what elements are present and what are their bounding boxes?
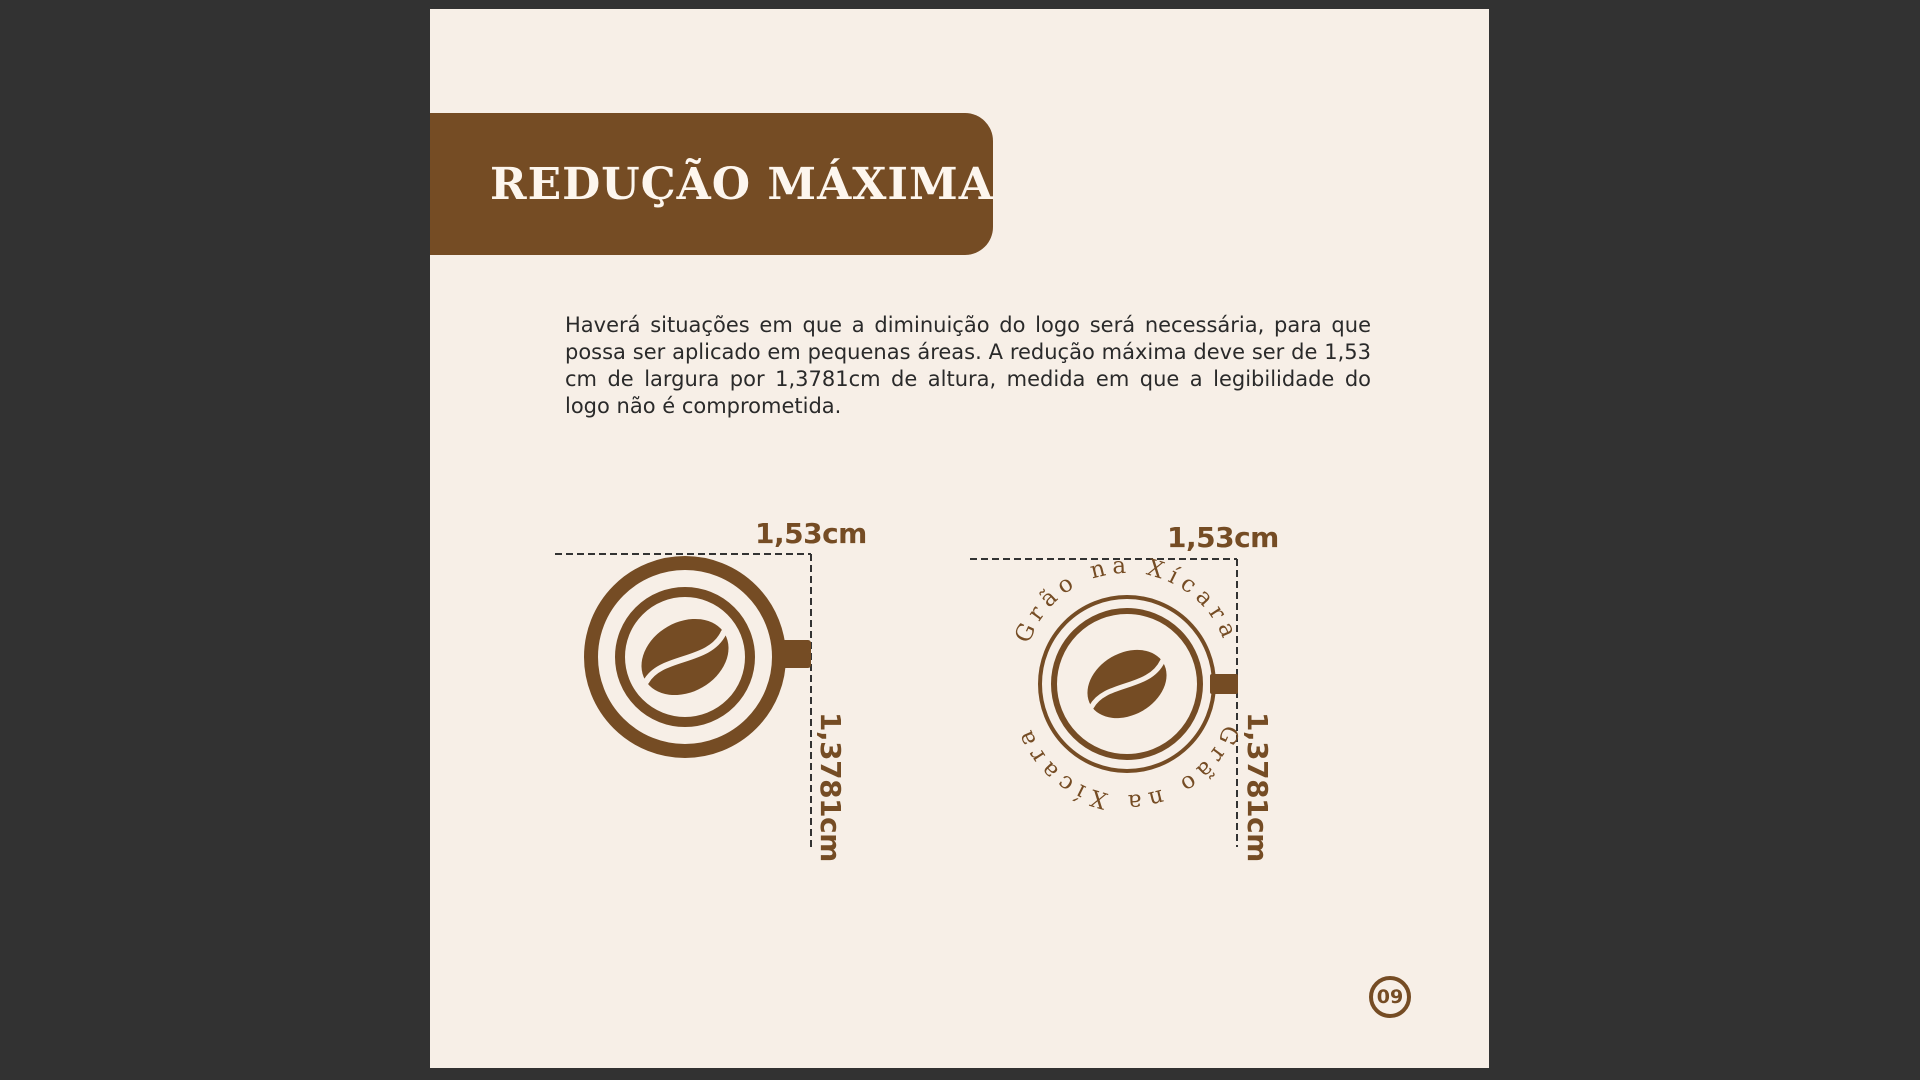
ring-text-top: Grão na Xícara <box>1010 553 1244 647</box>
symbol-height-label: 1,3781cm <box>814 712 847 862</box>
symbol-width-label: 1,53cm <box>755 517 867 550</box>
ring-text-bottom: Grão na Xícara <box>1010 721 1244 815</box>
badge-height-label: 1,3781cm <box>1241 712 1274 862</box>
document-page: REDUÇÃO MÁXIMA Haverá situações em que a… <box>430 9 1489 1068</box>
cup-inner-ring <box>1051 608 1203 760</box>
symbol-logo-figure: 1,53cm 1,3781cm <box>555 509 915 869</box>
coffee-bean-icon <box>641 618 729 696</box>
page-number: 09 <box>1376 986 1404 1008</box>
cup-handle <box>1210 674 1238 694</box>
body-paragraph: Haverá situações em que a diminuição do … <box>565 313 1371 418</box>
page-number-badge: 09 <box>1369 976 1411 1018</box>
ring-text-bottom-group: Grão na Xícara <box>1010 721 1244 815</box>
badge-logo: Grão na Xícara Grão na Xícara <box>970 553 1244 847</box>
badge-width-label: 1,53cm <box>1167 521 1279 554</box>
badge-logo-figure: Grão na Xícara Grão na Xícara 1,53cm 1,3… <box>970 509 1330 869</box>
cup-outer-ring <box>584 556 786 758</box>
title-banner: REDUÇÃO MÁXIMA <box>430 113 993 255</box>
coffee-bean-icon <box>1087 649 1167 719</box>
cup-inner-ring <box>615 587 755 727</box>
page-title: REDUÇÃO MÁXIMA <box>490 158 994 210</box>
symbol-logo <box>555 553 812 849</box>
cup-outer-ring <box>1038 595 1216 773</box>
